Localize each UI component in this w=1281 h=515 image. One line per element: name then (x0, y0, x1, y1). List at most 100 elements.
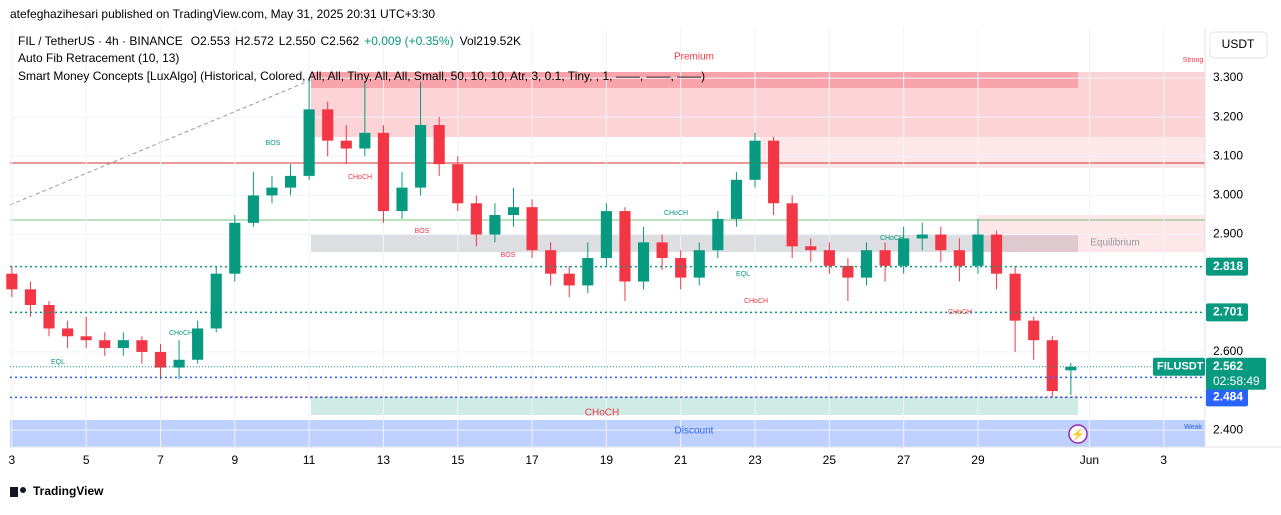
indicator[interactable]: Smart Money Concepts [LuxAlgo] (Historic… (18, 69, 705, 83)
candle-body (229, 222, 241, 274)
price-tag (1206, 303, 1248, 322)
x-tick-label: 19 (600, 453, 614, 467)
plot (6, 78, 1205, 399)
ob-zone (978, 215, 1205, 252)
y-tick-label: 3.300 (1213, 70, 1243, 84)
candle-body (303, 109, 315, 176)
candle-body (1046, 340, 1058, 392)
x-tick-label: 15 (451, 453, 465, 467)
x-tick-label: 9 (231, 453, 238, 467)
candle-body (600, 211, 612, 259)
candle-body (860, 250, 873, 278)
volume: Vol219.52K (460, 34, 521, 48)
last-price-name-tag (1153, 357, 1205, 376)
countdown: 02:58:49 (1213, 374, 1260, 388)
currency[interactable]: USDT (1222, 37, 1255, 51)
price-tag (1206, 388, 1248, 407)
x-tick-label: 25 (823, 453, 837, 467)
candle-body (489, 215, 501, 235)
candle-body (693, 250, 705, 278)
y-tick-label: 2.900 (1213, 227, 1243, 241)
x-tick-label: 5 (83, 453, 90, 467)
annotation: Equilibrium (1090, 238, 1139, 249)
annotation: CHoCH (664, 210, 688, 217)
x-tick-label: 29 (971, 453, 985, 467)
candle-body (1009, 273, 1021, 321)
candle-body (470, 203, 482, 235)
annotations: Premium Strong BOS CHoCH BOS BOS CHoCH CHoCH EQL… (51, 52, 1203, 437)
demand-zone (311, 397, 1078, 415)
low: L2.550 (279, 34, 316, 48)
candle-body (842, 265, 854, 278)
candle-body (452, 164, 464, 204)
annotation: Strong (1183, 57, 1204, 64)
attribution: atefeghazihesari published on TradingVie… (10, 7, 435, 21)
candle-body (1028, 320, 1040, 341)
annotation: CHoCH (348, 174, 372, 181)
annotation: Weak (1184, 424, 1202, 431)
close: C2.562 (321, 34, 360, 48)
annotation: BOS (501, 252, 516, 259)
x-tick-label: 21 (674, 453, 688, 467)
high: H2.572 (235, 34, 274, 48)
price-tag (1206, 257, 1248, 276)
indicator[interactable]: Auto Fib Retracement (10, 13) (18, 51, 179, 65)
event-icon-glyph[interactable]: ⚡ (1071, 428, 1085, 441)
candle-body (1065, 366, 1077, 371)
x-tick-label: Jun (1080, 453, 1099, 467)
discount-zone (10, 420, 1205, 447)
candle-body (879, 250, 891, 266)
price-tag-label: 2.818 (1213, 259, 1243, 273)
premium-top (311, 72, 1078, 88)
candle-body (916, 234, 928, 239)
x-tick-label: 3 (9, 453, 16, 467)
zones (9, 72, 1205, 447)
annotation: BOS (415, 228, 430, 235)
y-tick-label: 2.400 (1213, 422, 1243, 436)
candle-body (99, 340, 111, 349)
premium-zone (311, 72, 1205, 137)
symbol: FIL / TetherUS · 4h · BINANCE (18, 34, 183, 48)
y-tick-label: 3.200 (1213, 109, 1243, 123)
candle-body (173, 359, 185, 368)
y-tick-label: 3.000 (1213, 188, 1243, 202)
annotation: Premium (674, 52, 714, 63)
annotation: BOS (266, 140, 281, 147)
open: O2.553 (191, 34, 231, 48)
last-price-name: FILUSDT (1157, 361, 1204, 373)
last-price-tag (1206, 357, 1266, 390)
x-tick-label: 11 (303, 453, 316, 467)
candle-body (43, 304, 55, 329)
candle-body (80, 336, 92, 341)
change: +0.009 (+0.35%) (364, 34, 453, 48)
candle-body (62, 328, 74, 337)
candle-body (247, 195, 259, 223)
candle-body (545, 250, 557, 274)
annotation: CHoCH (880, 235, 904, 242)
candle-body (415, 125, 427, 188)
event-icon[interactable] (1068, 424, 1088, 444)
candle-body (749, 140, 761, 180)
candle-body (675, 258, 687, 278)
annotation: CHoCH (585, 408, 619, 419)
currency-button[interactable] (1209, 31, 1268, 59)
y-tick-label: 2.600 (1213, 344, 1243, 358)
candle-body (24, 289, 37, 305)
candle-body (619, 211, 631, 282)
candle-body (322, 109, 334, 141)
candle-body (582, 258, 594, 286)
candle-body (266, 187, 278, 196)
candle-body (563, 273, 575, 286)
x-tick-label: 7 (157, 453, 164, 467)
candle-body (359, 132, 371, 149)
candle-body (656, 242, 668, 259)
price-tag-label: 2.484 (1213, 389, 1243, 403)
candle-body (154, 351, 167, 368)
x-tick-label: 27 (897, 453, 911, 467)
x-tick-label: 3 (1160, 453, 1167, 467)
equilibrium-zone (311, 235, 1078, 252)
candle-body (768, 140, 780, 204)
candle-body (898, 238, 910, 266)
candle-body (192, 328, 204, 360)
